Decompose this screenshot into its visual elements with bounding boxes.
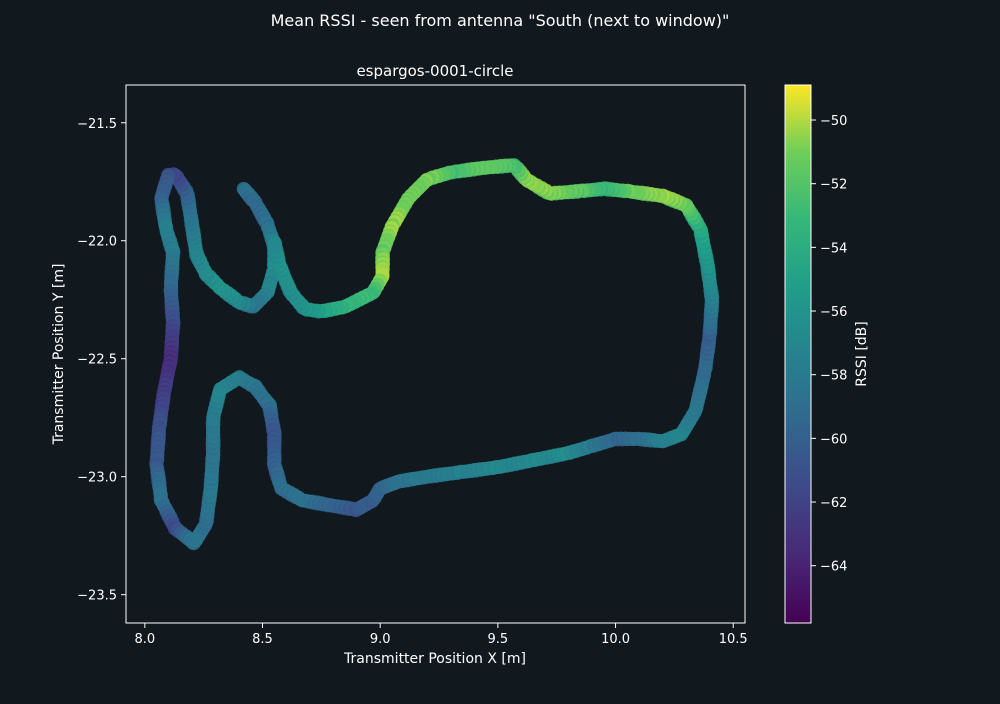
x-tick-label: 10.5	[719, 632, 748, 647]
x-tick-label: 9.5	[488, 632, 509, 647]
y-tick-label: −23.0	[77, 471, 117, 486]
colorbar-tick-label: −54	[820, 241, 847, 256]
colorbar-tick-label: −62	[820, 496, 847, 511]
y-axis: −21.5 −22.0 −22.5 −23.0 −23.5	[77, 117, 126, 604]
x-tick-label: 10.0	[601, 632, 630, 647]
colorbar-axis: −50 −52 −54 −56 −58 −60 −62 −64	[811, 114, 847, 575]
y-tick-label: −21.5	[77, 117, 117, 132]
y-axis-label: Transmitter Position Y [m]	[51, 264, 67, 446]
plot-frame	[125, 84, 746, 624]
colorbar-tick-label: −58	[820, 369, 847, 384]
colorbar	[784, 84, 812, 624]
data-point	[267, 235, 282, 250]
scatter-marks	[149, 158, 720, 551]
x-tick-label: 9.0	[370, 632, 391, 647]
colorbar-tick-label: −56	[820, 305, 847, 320]
x-axis: 8.0 8.5 9.0 9.5 10.0 10.5	[134, 623, 748, 647]
y-tick-label: −22.0	[77, 235, 117, 250]
y-tick-label: −23.5	[77, 589, 117, 604]
y-tick-label: −22.5	[77, 353, 117, 368]
figure-suptitle: Mean RSSI - seen from antenna "South (ne…	[271, 11, 730, 30]
x-tick-label: 8.5	[252, 632, 273, 647]
x-tick-label: 8.0	[134, 632, 155, 647]
colorbar-tick-label: −64	[820, 560, 847, 575]
colorbar-label: RSSI [dB]	[854, 321, 870, 387]
chart-title: espargos-0001-circle	[356, 62, 513, 80]
colorbar-tick-label: −52	[820, 178, 847, 193]
colorbar-tick-label: −50	[820, 114, 847, 129]
x-axis-label: Transmitter Position X [m]	[343, 651, 526, 667]
colorbar-tick-label: −60	[820, 432, 847, 447]
